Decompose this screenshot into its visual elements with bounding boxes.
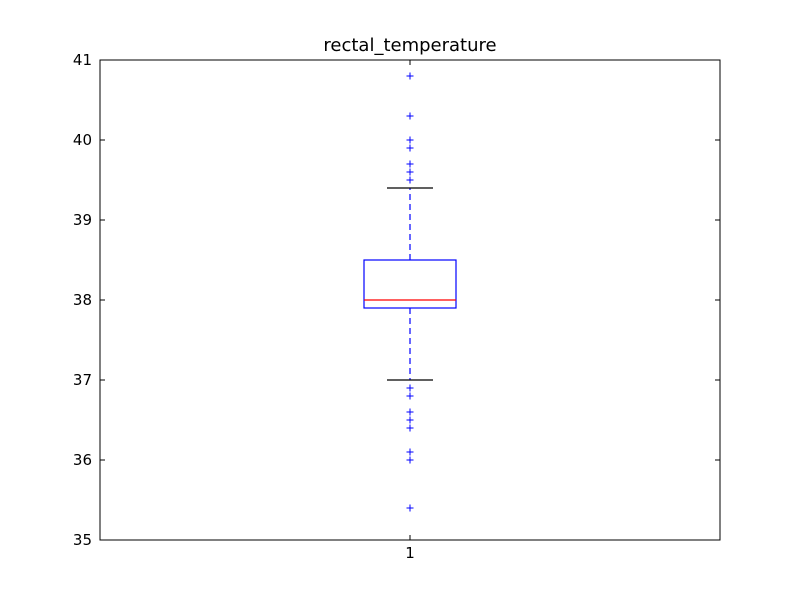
x-tick-label: 1	[405, 544, 415, 562]
y-tick-label: 37	[73, 371, 92, 389]
y-tick-label: 36	[73, 451, 92, 469]
y-tick-label: 38	[73, 291, 92, 309]
chart-title: rectal_temperature	[323, 35, 497, 56]
iqr-box	[363, 259, 457, 309]
outlier-point	[406, 168, 414, 176]
outlier-point	[406, 160, 414, 168]
outlier-point	[406, 416, 414, 424]
chart-axes: 35 36 37 38 39 40 41 1	[73, 51, 721, 562]
outlier-point	[406, 424, 414, 432]
outlier-point	[406, 112, 414, 120]
outlier-point	[406, 72, 414, 80]
y-tick-label: 39	[73, 211, 92, 229]
outlier-point	[406, 408, 414, 416]
outlier-point	[406, 392, 414, 400]
outlier-point	[406, 136, 414, 144]
y-tick-label: 40	[73, 131, 92, 149]
outlier-point	[406, 456, 414, 464]
outlier-point	[406, 384, 414, 392]
outlier-point	[406, 144, 414, 152]
outlier-point	[406, 504, 414, 512]
y-tick-label: 35	[73, 531, 92, 549]
outlier-point	[406, 448, 414, 456]
y-tick-label: 41	[73, 51, 92, 69]
outlier-point	[406, 176, 414, 184]
chart-marks	[363, 72, 457, 512]
